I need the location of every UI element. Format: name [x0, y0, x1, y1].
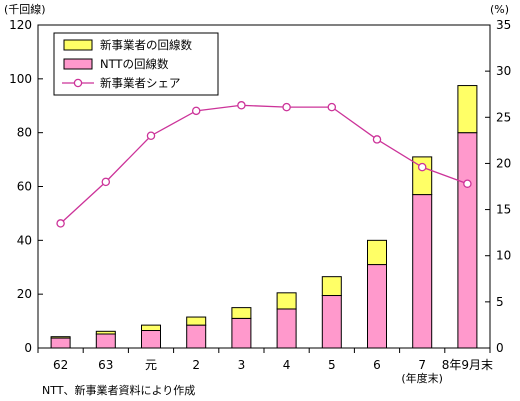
y-right-tick-label: 30: [496, 64, 511, 78]
y-right-tick-label: 20: [496, 156, 511, 170]
y-right-tick-label: 10: [496, 249, 511, 263]
y-right-unit-label: (%): [490, 3, 509, 16]
share-line: [60, 104, 468, 224]
legend-swatch-new-carrier: [63, 39, 93, 51]
y-left-tick-label: 80: [17, 126, 32, 140]
x-tick-label: 7: [418, 358, 426, 372]
x-tick-label: 62: [53, 358, 68, 372]
y-left-tick-label: 0: [24, 341, 32, 355]
bar-ntt: [186, 324, 207, 349]
bar-ntt: [50, 337, 71, 349]
y-left-unit-label: (千回線): [4, 2, 46, 16]
x-tick-label: 4: [283, 358, 291, 372]
y-right-tick-label: 0: [496, 341, 504, 355]
bar-new-carrier: [95, 330, 116, 335]
share-point: [237, 101, 246, 110]
y-right-tick-label: 15: [496, 203, 511, 217]
x-tick-label: 2: [192, 358, 200, 372]
y-left-tick-label: 20: [17, 287, 32, 301]
bar-new-carrier: [367, 239, 387, 266]
share-point: [372, 135, 382, 144]
bar-new-carrier: [276, 292, 297, 310]
share-point: [56, 219, 65, 228]
x-tick-label: 5: [328, 358, 336, 372]
y-right-tick-label: 5: [496, 295, 504, 309]
bar-ntt: [95, 333, 116, 349]
bar-new-carrier: [457, 85, 478, 134]
share-point: [282, 102, 291, 112]
bar-ntt: [457, 132, 478, 349]
x-tick-label: 元: [145, 358, 157, 372]
bar-new-carrier: [50, 336, 71, 339]
share-point: [463, 179, 472, 188]
plot-area: 0 20 40 60 80 100 120 0 5 10 15 20 25 30 35 62 63 元 2 3 4 5 6 7…: [9, 18, 511, 385]
x-tick-sublabel: (年度末): [401, 371, 443, 385]
share-point: [327, 102, 337, 112]
share-point: [146, 131, 156, 140]
legend-label: NTTの回線数: [100, 57, 169, 71]
share-point: [101, 177, 111, 187]
legend-marker-share: [73, 78, 83, 88]
legend-swatch-ntt: [63, 58, 93, 70]
bar-new-carrier: [321, 276, 342, 297]
bar-ntt: [231, 317, 252, 349]
source-note: NTT、新事業者資料により作成: [42, 383, 195, 397]
legend-label: 新事業者の回線数: [100, 38, 192, 52]
bar-ntt: [412, 194, 433, 349]
y-left-tick-label: 120: [9, 18, 32, 32]
y-right-tick-label: 35: [496, 18, 511, 32]
y-right-tick-label: 25: [496, 110, 511, 124]
bar-new-carrier: [186, 316, 207, 326]
bar-ntt: [367, 264, 387, 349]
legend-label: 新事業者シェア: [100, 76, 181, 90]
y-left-tick-label: 100: [9, 72, 32, 86]
bar-new-carrier: [141, 324, 161, 332]
bar-new-carrier: [231, 307, 252, 319]
bar-ntt: [141, 330, 161, 349]
bar-new-carrier: [412, 156, 433, 196]
x-tick-label: 6: [373, 358, 381, 372]
bar-ntt: [321, 295, 342, 349]
x-tick-label: 3: [238, 358, 246, 372]
y-left-tick-label: 60: [17, 180, 32, 194]
y-left-tick-label: 40: [17, 233, 32, 247]
bar-ntt: [276, 308, 297, 349]
x-tick-label: 8年9月末: [442, 358, 493, 372]
share-point: [417, 162, 427, 172]
x-tick-label: 63: [98, 358, 113, 372]
share-point: [191, 106, 201, 116]
